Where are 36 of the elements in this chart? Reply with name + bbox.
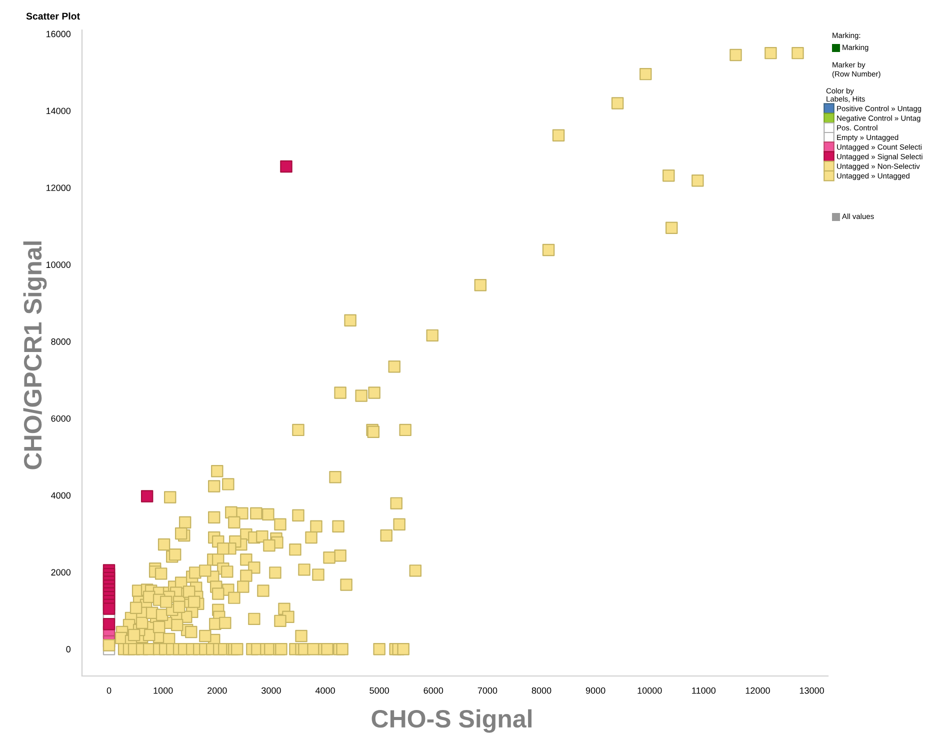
y-tick-label: 16000 — [46, 30, 71, 38]
x-tick-label: 9000 — [586, 687, 606, 694]
point — [321, 642, 334, 656]
x-tick-label: 7000 — [478, 687, 498, 694]
y-tick-label: 2000 — [51, 569, 71, 576]
x-tick-label: 4000 — [315, 687, 335, 694]
y-tick-label: 10000 — [46, 262, 71, 268]
x-tick-label: 3000 — [262, 687, 281, 694]
point — [336, 642, 348, 656]
y-tick-label: 12000 — [46, 184, 71, 192]
point — [373, 642, 386, 656]
x-tick-label: 0 — [106, 687, 112, 694]
x-tick-label: 1000 — [154, 687, 173, 694]
x-tick-label: 6000 — [424, 687, 444, 694]
y-tick-label: 6000 — [51, 415, 71, 422]
x-tick-label: 10000 — [638, 687, 662, 694]
x-tick-label: 8000 — [532, 687, 552, 694]
chart-title: Scatter Plot — [26, 12, 80, 20]
point — [397, 642, 410, 656]
x-tick-label: 13000 — [800, 687, 824, 694]
point — [102, 602, 116, 615]
x-tick-label: 5000 — [370, 687, 390, 694]
x-tick-label: 12000 — [746, 687, 770, 694]
y-tick-label: 8000 — [51, 338, 71, 345]
point — [140, 490, 154, 502]
y-tick-label: 0 — [66, 646, 71, 652]
y-tick-label: 14000 — [46, 108, 71, 114]
y-tick-label: 4000 — [51, 492, 71, 499]
point — [280, 160, 292, 173]
point — [231, 642, 244, 656]
y-axis-title: CHO/GPCR1 Signal — [23, 241, 47, 470]
x-tick-label: 11000 — [692, 687, 716, 694]
point — [102, 639, 116, 652]
point — [102, 618, 116, 630]
x-axis-title: CHO-S Signal — [372, 709, 532, 733]
x-tick-label: 2000 — [208, 687, 227, 694]
